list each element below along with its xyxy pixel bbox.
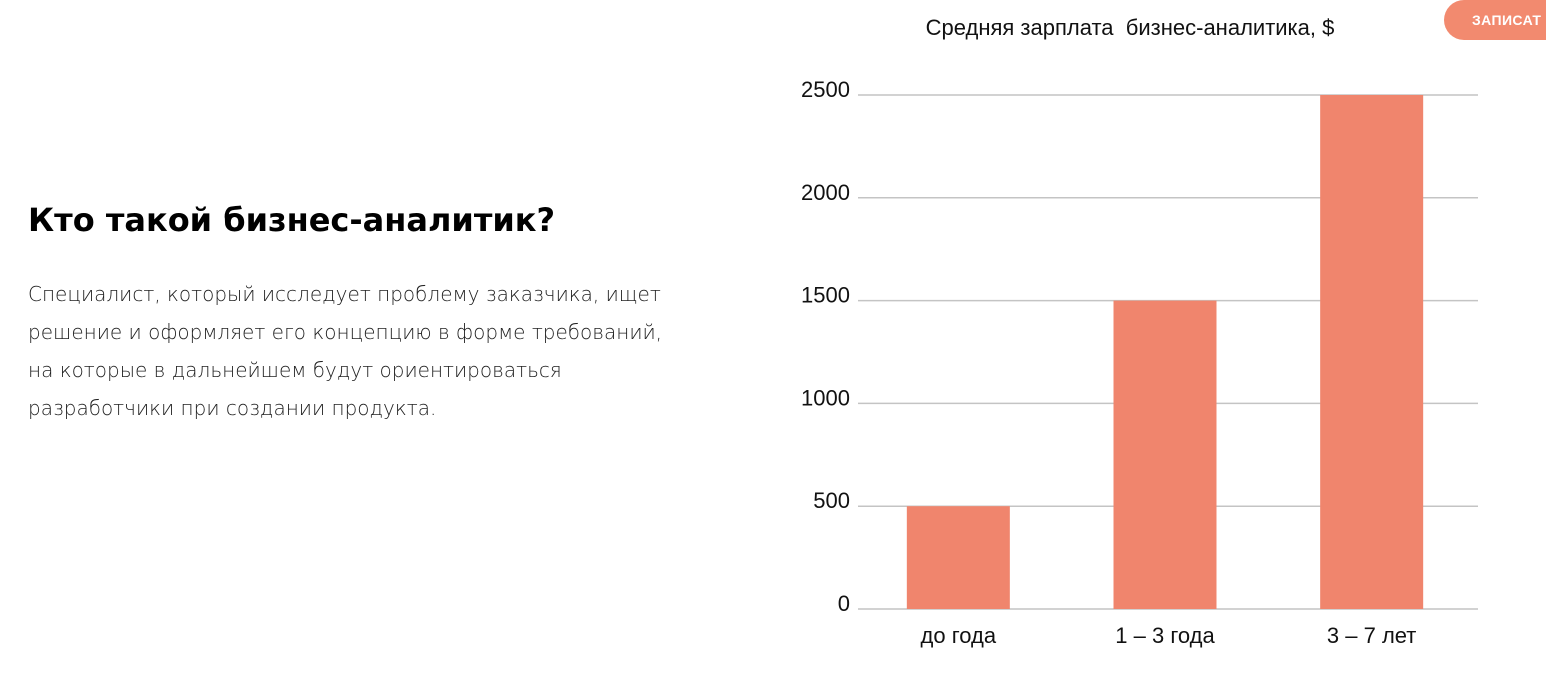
salary-chart: Средняя зарплата бизнес-аналитика, $ 0 50… [801,15,1478,648]
section-heading: Кто такой бизнес-аналитик? [28,201,556,239]
x-category-label: до года [921,623,997,648]
bar-2 [1113,300,1217,609]
y-tick-label: 2500 [801,77,850,102]
x-category-label: 3 – 7 лет [1327,623,1416,648]
signup-button[interactable]: ЗАПИСАТ [1444,0,1546,40]
section-description: Специалист, который исследует проблему з… [28,282,663,420]
y-tick-label: 1500 [801,283,850,308]
bar-1 [906,506,1010,609]
y-tick-label: 1000 [801,385,850,410]
y-tick-label: 2000 [801,180,850,205]
y-axis-tick-labels: 0 500 1000 1500 2000 2500 [801,77,850,616]
chart-bars [906,95,1424,609]
y-tick-label: 500 [813,488,850,513]
chart-title: Средняя зарплата бизнес-аналитика, $ [926,15,1335,40]
x-category-label: 1 – 3 года [1115,623,1215,648]
y-tick-label: 0 [838,591,850,616]
bar-3 [1320,95,1424,609]
x-axis-category-labels: до года 1 – 3 года 3 – 7 лет [921,623,1417,648]
